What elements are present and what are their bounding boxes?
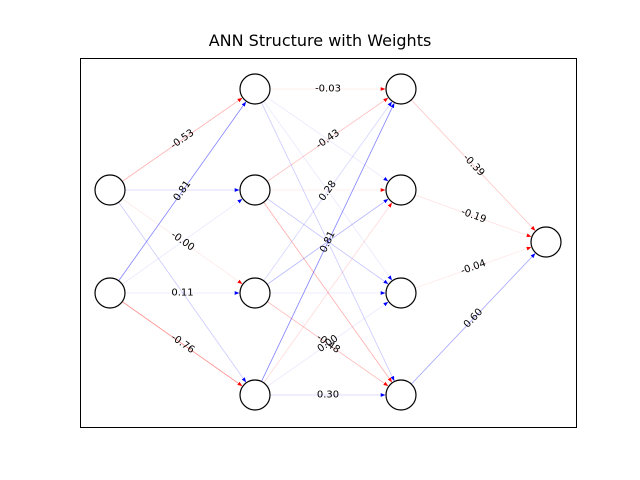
hidden2-node <box>385 379 417 411</box>
weight-edge <box>267 301 389 387</box>
weight-edge <box>267 198 389 285</box>
weight-edge <box>118 101 247 282</box>
weight-edge <box>267 301 389 387</box>
node-layer <box>94 73 562 411</box>
weight-label: -0.53 <box>169 128 197 152</box>
weight-edge <box>122 301 243 387</box>
weight-edge <box>263 201 393 383</box>
hidden1-node <box>239 379 271 411</box>
weight-edge <box>414 194 532 237</box>
hidden1-node <box>239 174 271 206</box>
weight-label: 0.11 <box>171 288 193 299</box>
weight-label: -0.43 <box>314 128 342 152</box>
weight-edge <box>261 102 395 381</box>
weight-label: -0.19 <box>459 206 487 225</box>
plot-frame <box>80 58 577 428</box>
weight-label-layer: -0.53 -0.00 0.81 0.11 -0.76 -0.03 -0.43 0.28 -0.… <box>169 84 488 401</box>
diagram-title: ANN Structure with Weights <box>208 31 432 50</box>
hidden1-node <box>239 277 271 309</box>
weight-edge <box>121 198 243 285</box>
weight-label: -0.39 <box>461 152 487 178</box>
input-node <box>94 174 126 206</box>
hidden2-node <box>385 174 417 206</box>
weight-label: 0.81 <box>318 230 338 255</box>
weight-label: -0.04 <box>459 258 487 277</box>
weight-label: 0.28 <box>317 179 339 204</box>
hidden2-node <box>385 73 417 105</box>
weight-edge <box>411 99 536 231</box>
weight-edge <box>122 97 243 182</box>
input-node <box>94 277 126 309</box>
edge-layer <box>118 87 536 397</box>
weight-label: -0.03 <box>315 84 341 95</box>
weight-label: 0.30 <box>317 390 339 401</box>
weight-edge <box>121 198 243 285</box>
weight-edge <box>267 97 389 182</box>
weight-edge <box>263 202 393 384</box>
weight-edge <box>263 100 393 281</box>
hidden1-node <box>239 73 271 105</box>
weight-edge <box>267 198 389 285</box>
weight-edge <box>411 253 536 385</box>
weight-edge <box>263 101 393 282</box>
weight-edge <box>118 202 247 383</box>
weight-edge <box>261 103 395 382</box>
hidden2-node <box>385 277 417 309</box>
weight-label: -0.00 <box>169 230 196 254</box>
weight-label: -0.76 <box>169 332 196 356</box>
weight-label: 0.81 <box>172 179 194 204</box>
weight-edge <box>267 97 389 182</box>
weight-edge <box>415 246 532 289</box>
output-node <box>530 226 562 258</box>
